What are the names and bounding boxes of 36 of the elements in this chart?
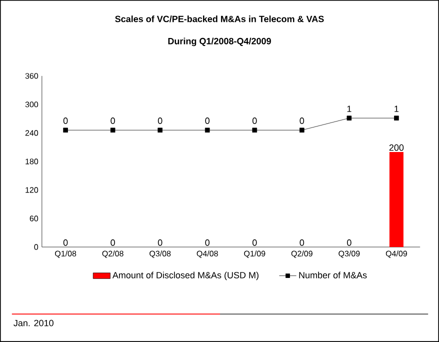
data-label: 1	[347, 106, 352, 112]
data-label: 0	[205, 118, 210, 124]
x-tick-label: Q4/08	[196, 250, 218, 258]
data-label: 0	[252, 239, 257, 246]
y-tick-label: 360	[25, 73, 38, 79]
data-label: 0	[63, 239, 68, 246]
y-tick-label: 180	[26, 158, 38, 164]
legend-label: Amount of Disclosed M&As (USD M)	[112, 272, 258, 280]
data-label: 0	[158, 239, 162, 246]
data-label: 0	[63, 118, 68, 124]
y-tick-label: 120	[26, 187, 38, 193]
data-label: 0	[158, 118, 162, 124]
x-tick-label: Q3/08	[150, 250, 171, 258]
data-label: 0	[110, 118, 115, 124]
data-label: 0	[205, 239, 210, 246]
data-label: 200	[389, 144, 404, 151]
legend-label: Number of M&As	[299, 272, 367, 278]
x-tick-label: Q1/09	[244, 250, 266, 258]
x-tick-label: Q4/09	[386, 250, 407, 258]
text: Jan. 2010	[14, 320, 54, 326]
chart-title: Scales of VC/PE-backed M&As in Telecom & VAS	[115, 16, 324, 22]
y-tick-label: 240	[25, 130, 38, 136]
data-label: 0	[110, 239, 115, 246]
x-tick-label: Q2/09	[291, 250, 312, 258]
y-tick-label: 60	[30, 216, 38, 222]
data-label: 0	[347, 239, 352, 246]
data-label: 0	[300, 118, 304, 124]
x-tick-label: Q3/09	[338, 250, 360, 258]
data-label: 0	[252, 118, 257, 124]
y-tick-label: 0	[34, 244, 38, 250]
y-tick-label: 300	[25, 102, 38, 108]
data-label: 0	[300, 239, 304, 246]
x-tick-label: Q1/08	[55, 250, 76, 258]
data-label: 1	[394, 106, 399, 112]
x-tick-label: Q2/08	[102, 250, 124, 258]
chart-subtitle: During Q1/2008-Q4/2009	[168, 38, 271, 46]
